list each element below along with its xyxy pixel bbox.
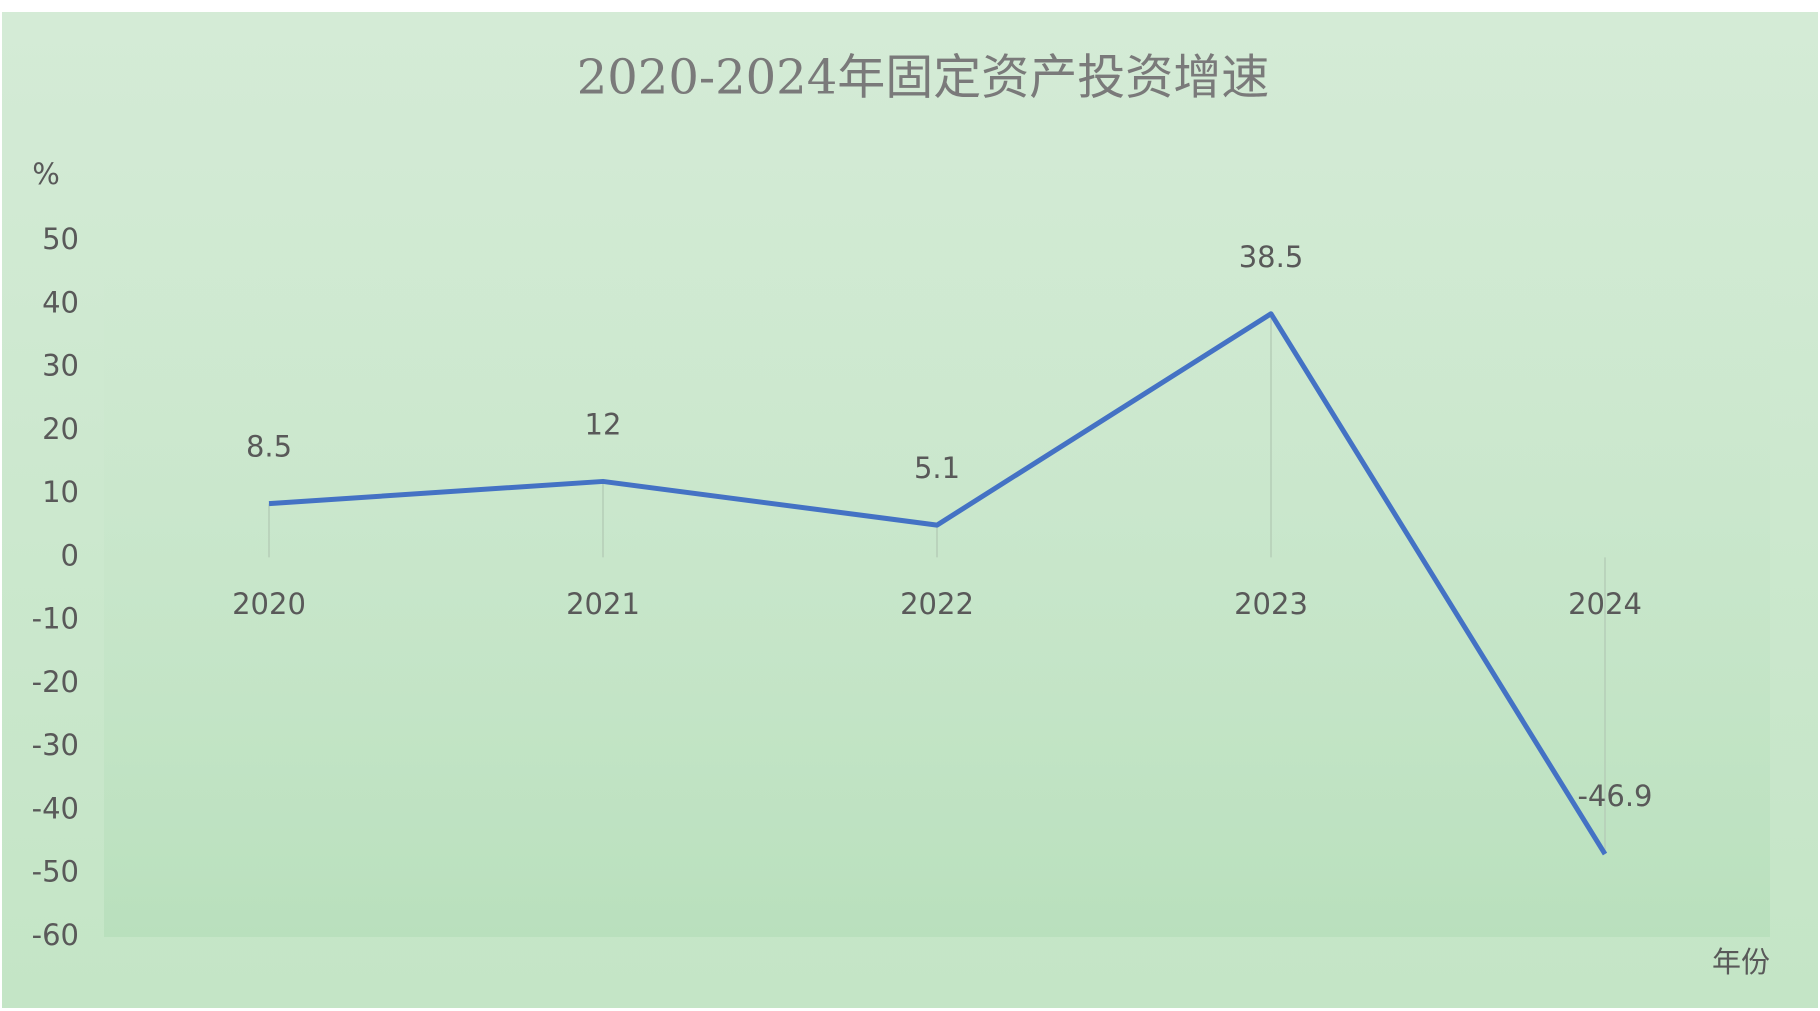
x-tick-label: 2023: [1234, 587, 1308, 621]
x-tick-label: 2022: [900, 587, 974, 621]
y-tick-label: -50: [32, 855, 79, 889]
y-tick-label: -10: [32, 602, 79, 636]
y-axis-label: %: [32, 157, 60, 191]
data-label: -46.9: [1577, 779, 1652, 813]
data-label: 12: [585, 407, 622, 441]
y-tick-label: -30: [32, 728, 79, 762]
y-tick-label: 20: [42, 412, 79, 446]
x-axis-label: 年份: [1712, 945, 1770, 979]
data-label: 38.5: [1239, 240, 1304, 274]
y-tick-label: -60: [32, 918, 79, 952]
y-tick-label: 0: [61, 538, 79, 572]
y-tick-label: 30: [42, 349, 79, 383]
chart-title: 2020-2024年固定资产投资增速: [577, 50, 1270, 106]
y-tick-label: 50: [42, 222, 79, 256]
y-tick-label: -40: [32, 791, 79, 825]
data-label: 8.5: [246, 430, 292, 464]
line: [268, 311, 1608, 856]
y-tick-label: 10: [42, 475, 79, 509]
plot-area: [104, 220, 1770, 937]
y-tick-label: -20: [32, 665, 79, 699]
data-label: 5.1: [914, 451, 960, 485]
y-tick-label: 40: [42, 285, 79, 319]
x-tick-label: 2021: [566, 587, 640, 621]
x-tick-label: 2020: [232, 587, 306, 621]
